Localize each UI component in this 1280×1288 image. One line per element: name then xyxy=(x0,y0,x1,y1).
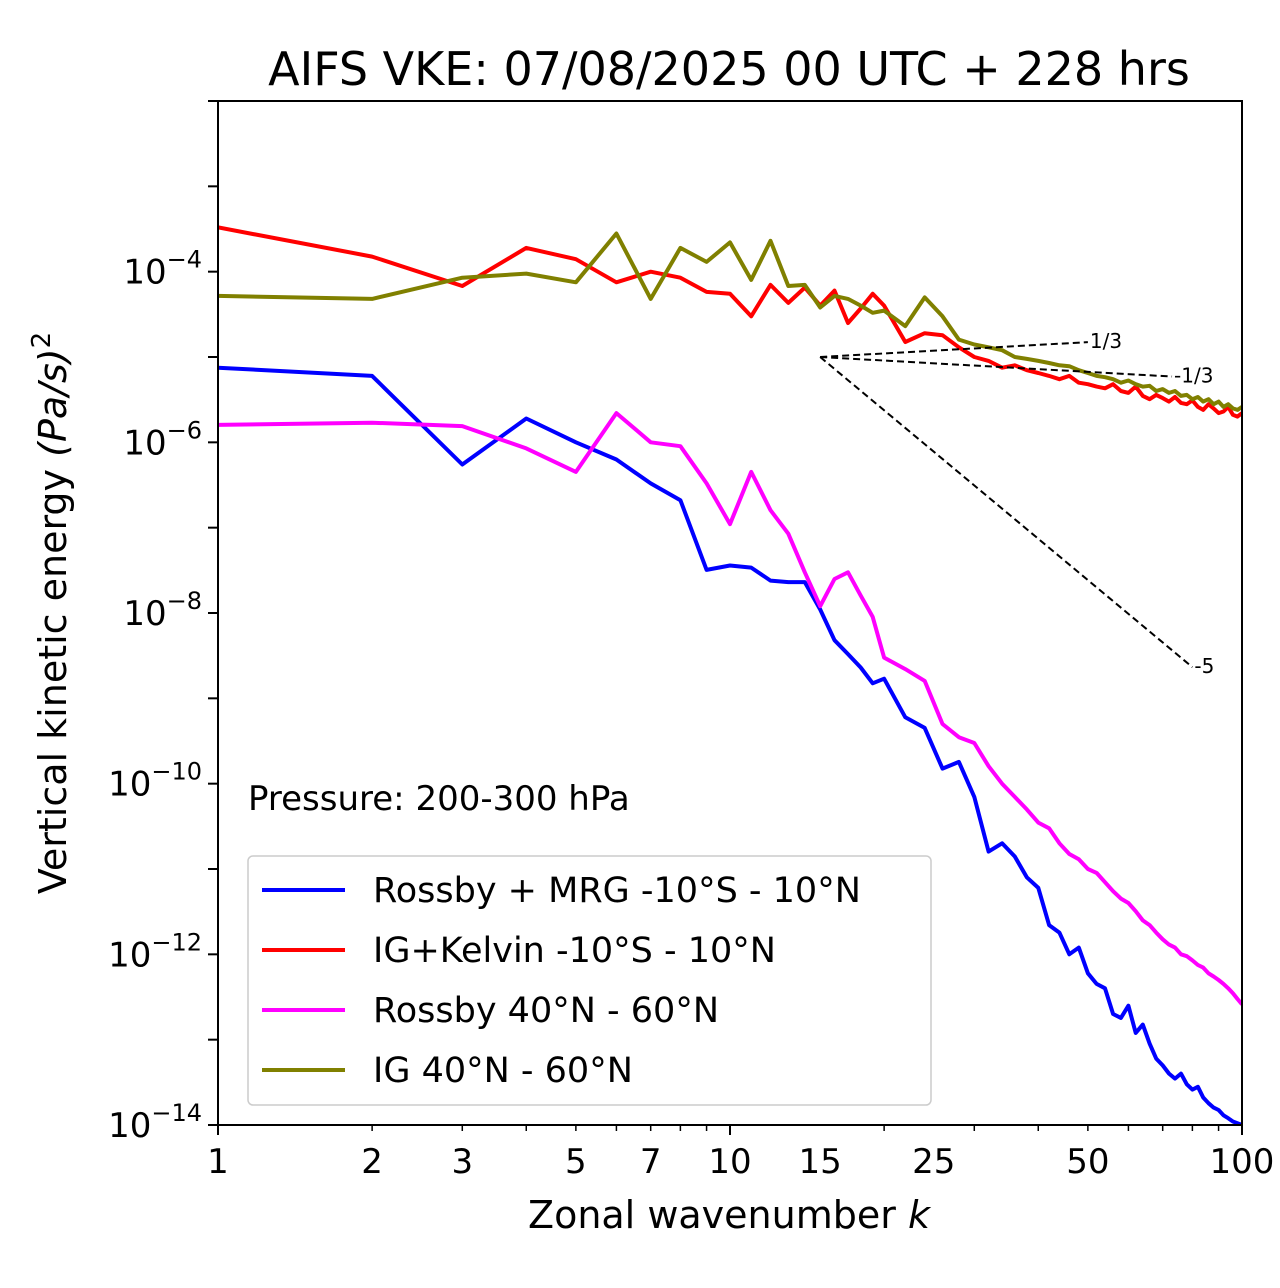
x-axis-ticks: 1 2 3 5 7 10 15 25 50 100 xyxy=(207,1125,1274,1182)
x-tick-label: 7 xyxy=(640,1142,662,1182)
x-axis-label: Zonal wavenumber k xyxy=(528,1193,932,1237)
x-tick-label: 5 xyxy=(565,1142,587,1182)
pressure-annotation: Pressure: 200-300 hPa xyxy=(248,779,630,819)
reference-line-1 xyxy=(820,341,1088,358)
reference-label-3: -5 xyxy=(1194,654,1214,678)
y-axis-ticks: 10−14 10−12 10−10 10−8 10−6 10−4 xyxy=(108,100,218,1146)
y-axis-label-unit: (Pa/s) xyxy=(31,348,75,456)
x-axis-label-var: k xyxy=(908,1193,932,1237)
x-tick-label: 10 xyxy=(708,1142,751,1182)
reference-lines: 1/3 -1/3 -5 xyxy=(819,329,1214,678)
x-tick-label: 50 xyxy=(1066,1142,1109,1182)
reference-label-1: 1/3 xyxy=(1090,329,1122,353)
series-line-1 xyxy=(218,365,1242,1125)
x-tick-label: 2 xyxy=(361,1142,383,1182)
y-tick-label: 10−8 xyxy=(123,587,202,634)
y-axis-label: Vertical kinetic energy (Pa/s)2 xyxy=(27,332,75,894)
x-tick-label: 15 xyxy=(799,1142,842,1182)
series-line-3 xyxy=(218,411,1242,1006)
y-axis-label-text: Vertical kinetic energy xyxy=(31,469,75,894)
legend-label-1: Rossby + MRG -10°S - 10°N xyxy=(373,871,861,911)
x-axis-label-text: Zonal wavenumber xyxy=(528,1193,896,1237)
legend-label-2: IG+Kelvin -10°S - 10°N xyxy=(373,931,776,971)
chart-title: AIFS VKE: 07/08/2025 00 UTC + 228 hrs xyxy=(268,42,1190,96)
x-tick-label: 100 xyxy=(1210,1142,1275,1182)
legend: Rossby + MRG -10°S - 10°N IG+Kelvin -10°S… xyxy=(247,855,932,1106)
x-tick-label: 1 xyxy=(207,1142,229,1182)
reference-label-2: -1/3 xyxy=(1174,364,1213,388)
x-tick-label: 25 xyxy=(912,1142,955,1182)
legend-label-4: IG 40°N - 60°N xyxy=(373,1051,633,1091)
legend-label-3: Rossby 40°N - 60°N xyxy=(373,991,719,1031)
reference-line-3 xyxy=(819,356,1194,668)
y-tick-label: 10−4 xyxy=(123,246,202,293)
reference-line-2 xyxy=(820,356,1173,378)
y-tick-label: 10−14 xyxy=(108,1099,202,1146)
series-line-2 xyxy=(218,225,1242,419)
y-tick-label: 10−6 xyxy=(123,416,202,463)
y-axis-label-exp: 2 xyxy=(27,332,57,349)
x-tick-label: 3 xyxy=(451,1142,473,1182)
y-tick-label: 10−12 xyxy=(108,928,202,975)
series-line-4 xyxy=(218,231,1242,412)
legend-box xyxy=(247,855,932,1106)
y-tick-label: 10−10 xyxy=(108,758,202,805)
series-group xyxy=(218,225,1242,1125)
